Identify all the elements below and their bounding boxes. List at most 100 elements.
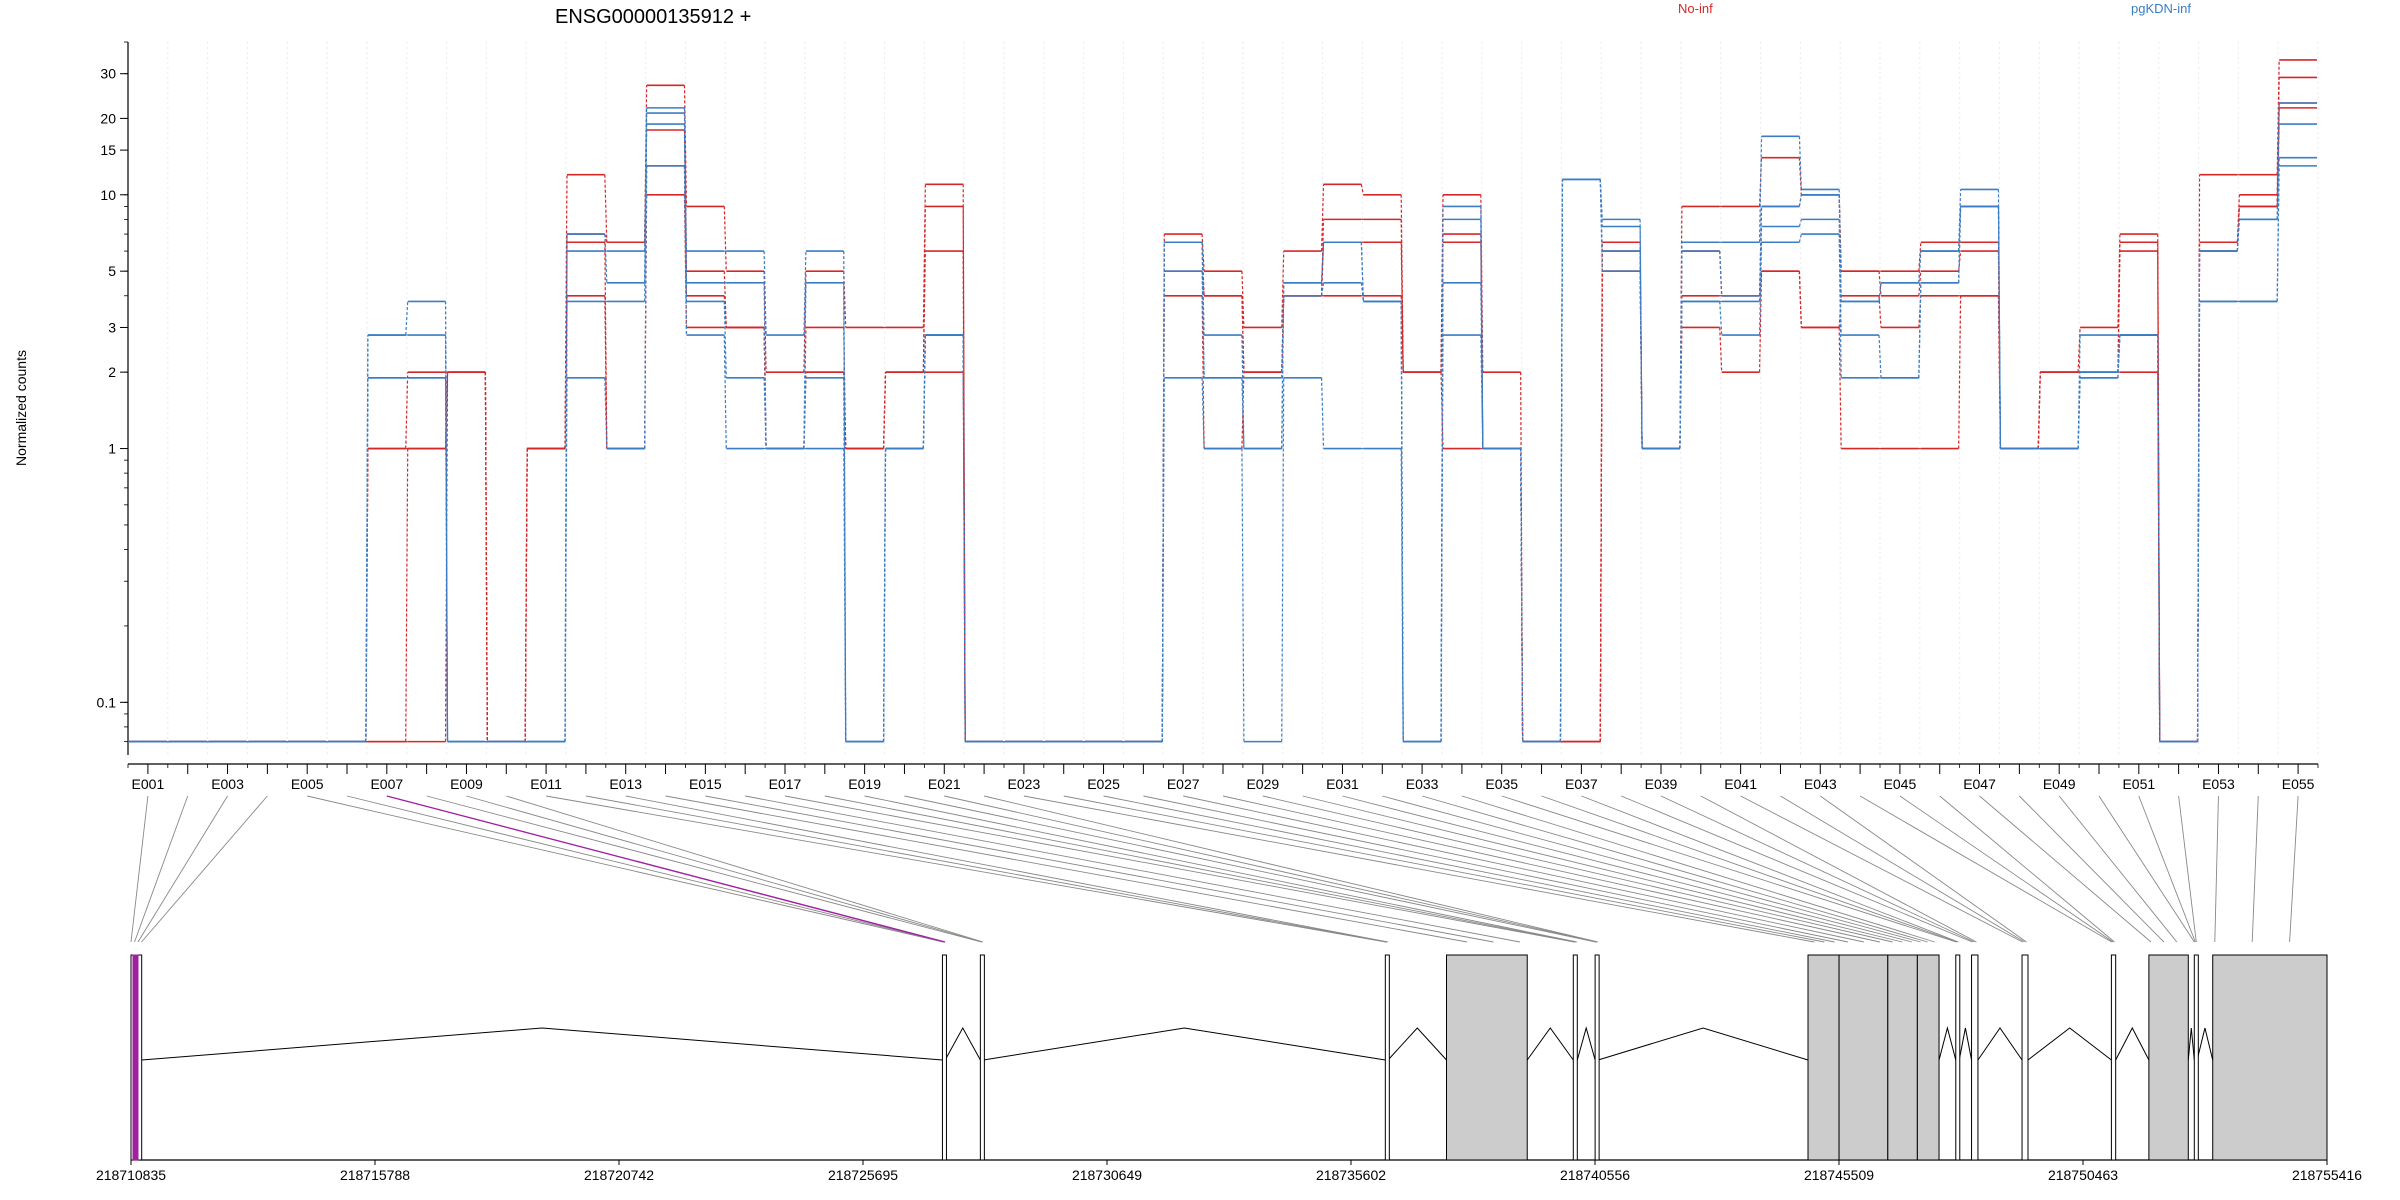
- connector-line: [137, 795, 228, 943]
- gene-exon: [1572, 954, 1578, 1161]
- connector-line: [1541, 795, 1958, 943]
- gene-exon: [1955, 954, 1961, 1161]
- connector-line: [1700, 795, 1977, 943]
- connector-line: [2178, 795, 2197, 943]
- connector-line: [625, 795, 1388, 943]
- connector-line: [2251, 795, 2259, 943]
- gene-exon: [941, 954, 947, 1161]
- y-tick-label: 30: [100, 66, 116, 82]
- gene-exon: [1971, 954, 1979, 1161]
- connector-line: [1899, 795, 2114, 943]
- gene-exon: [1446, 954, 1528, 1161]
- exon-tick-label: E049: [2043, 776, 2076, 792]
- series-transitions: [166, 113, 2280, 743]
- connector-line: [1023, 795, 1815, 943]
- intron-line: [2196, 1027, 2214, 1061]
- genome-axis: 218710835 218715788 218720742 218725695 2187…: [96, 1160, 2362, 1183]
- exon-tick-label: E013: [609, 776, 642, 792]
- gene-exon: [1916, 954, 1940, 1161]
- connector-line: [307, 795, 944, 943]
- connector-line: [1581, 795, 1959, 943]
- exon-tick-label: E031: [1326, 776, 1359, 792]
- gene-exon: [1807, 954, 1840, 1161]
- connector-line: [2214, 795, 2219, 943]
- exon-tick-label: E037: [1565, 776, 1598, 792]
- exon-tick-label: E027: [1167, 776, 1200, 792]
- connector-line: [546, 795, 1387, 943]
- exon-tick-label: E045: [1884, 776, 1917, 792]
- exon-tick-label: E007: [370, 776, 403, 792]
- connector-line: [1621, 795, 1973, 943]
- connector-line: [1063, 795, 1825, 943]
- intron-line: [1598, 1027, 1809, 1061]
- y-tick-label: 0.1: [97, 694, 117, 710]
- connector-line: [1939, 795, 2115, 943]
- series-transitions: [166, 107, 2280, 743]
- connector-line: [346, 795, 945, 943]
- exon-tick-label: E003: [211, 776, 244, 792]
- intron-line: [1387, 1027, 1447, 1061]
- connector-line: [1660, 795, 1975, 943]
- exon-tick-label: E053: [2202, 776, 2235, 792]
- exon-tick-label: E025: [1087, 776, 1120, 792]
- series-transitions: [166, 102, 2280, 743]
- chart-title: ENSG00000135912 +: [555, 6, 751, 28]
- genome-tick-label: 218725695: [828, 1167, 898, 1183]
- connector-line: [1421, 795, 1928, 943]
- gene-exon: [2193, 954, 2199, 1161]
- connector-line: [2098, 795, 2195, 943]
- connector-line: [130, 795, 149, 943]
- connector-line: [1382, 795, 1921, 943]
- connector-line: [134, 795, 189, 943]
- gene-exon: [1384, 954, 1390, 1161]
- genome-tick-label: 218710835: [96, 1167, 166, 1183]
- exon-tick-label: E041: [1724, 776, 1757, 792]
- exon-tick-label: E019: [848, 776, 881, 792]
- series-no-inf: [129, 107, 2317, 743]
- series-no-inf: [129, 102, 2317, 743]
- y-tick-label: 15: [100, 142, 116, 158]
- series-transitions: [166, 124, 2280, 743]
- gene-exon: [2110, 954, 2117, 1161]
- exon-tick-label: E051: [2122, 776, 2155, 792]
- connector-line: [864, 795, 1577, 943]
- connector-line: [1740, 795, 2023, 943]
- series-pgkdn-inf: [129, 102, 2317, 743]
- y-axis: 0.1 1 2 3 5 10 15 20 30: [97, 41, 129, 755]
- connector-line: [1501, 795, 1957, 943]
- series-no-inf: [129, 59, 2317, 743]
- connector-line: [1143, 795, 1849, 943]
- connector-line: [824, 795, 1576, 943]
- exon-tick-label: E001: [132, 776, 165, 792]
- y-axis-label: Normalized counts: [13, 350, 29, 466]
- connector-line: [745, 795, 1520, 943]
- intron-line: [1938, 1026, 1957, 1061]
- intron-line: [944, 1026, 981, 1061]
- gene-exon: [979, 954, 985, 1161]
- connector-line: [1461, 795, 1935, 943]
- intron-line: [2027, 1027, 2112, 1061]
- gene-exon: [1887, 954, 1918, 1161]
- series-no-inf: [129, 76, 2317, 743]
- gene-exon: [2212, 954, 2328, 1161]
- exon-tick-label: E043: [1804, 776, 1837, 792]
- series-transitions: [166, 102, 2280, 743]
- connector-line: [1262, 795, 1893, 943]
- connector-line: [784, 795, 1575, 943]
- connector-line: [705, 795, 1494, 943]
- exon-tick-label: E015: [689, 776, 722, 792]
- intron-line: [2115, 1026, 2150, 1061]
- connector-highlight: [386, 795, 946, 943]
- genome-tick-label: 218750463: [2048, 1167, 2118, 1183]
- y-tick-label: 20: [100, 110, 116, 126]
- y-tick-label: 5: [108, 263, 116, 279]
- y-tick-label: 3: [108, 319, 116, 335]
- connector-line: [665, 795, 1468, 943]
- genome-tick-label: 218755416: [2292, 1167, 2362, 1183]
- connector-line: [1780, 795, 2025, 943]
- connector-line: [2289, 795, 2299, 943]
- connector-line: [2019, 795, 2165, 943]
- series-lines: [129, 59, 2317, 743]
- y-tick-label: 1: [108, 441, 116, 457]
